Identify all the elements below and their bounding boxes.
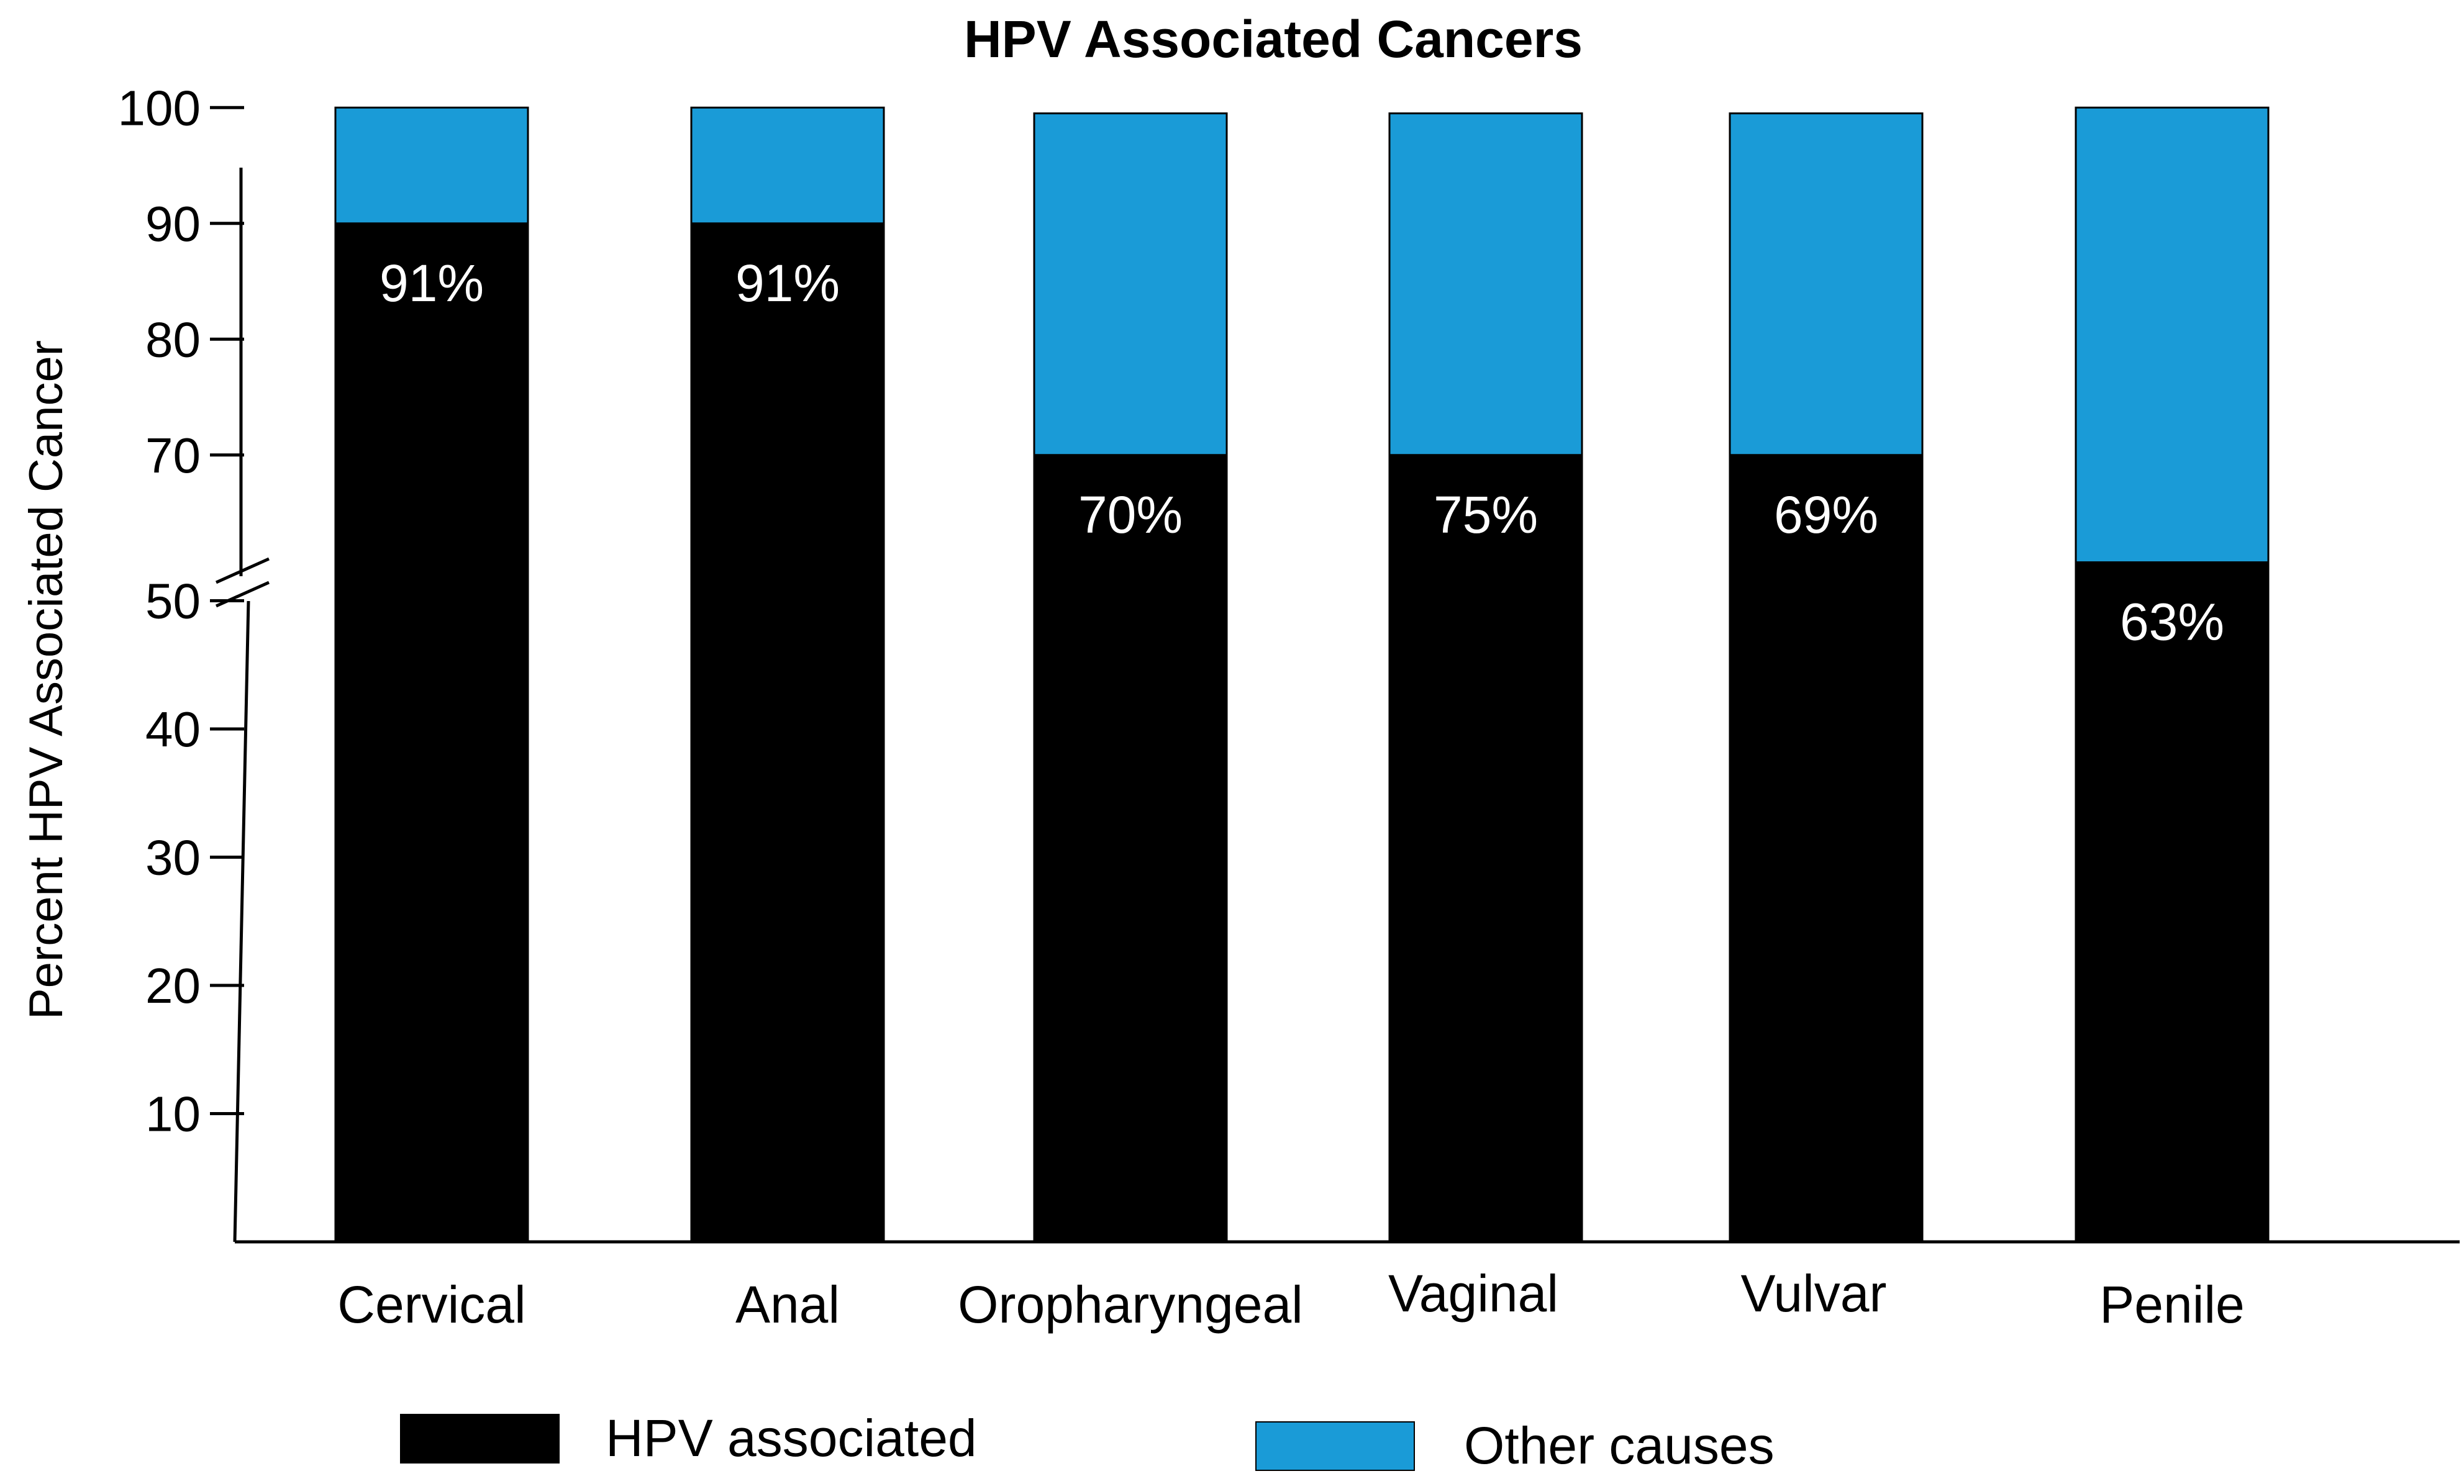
category-label-penile: Penile <box>2099 1275 2245 1334</box>
y-tick-label-80: 80 <box>145 312 201 367</box>
data-label-vulvar: 69% <box>1774 486 1878 544</box>
y-tick-label-20: 20 <box>145 958 201 1013</box>
y-tick-label-30: 30 <box>145 830 201 885</box>
y-axis-label: Percent HPV Associated Cancer <box>20 340 73 1020</box>
bar-vaginal-hpv-associated <box>1388 454 1583 1243</box>
legend: HPV associated Other causes <box>400 1409 1775 1475</box>
category-label-vaginal: Vaginal <box>1388 1264 1558 1323</box>
chart-title: HPV Associated Cancers <box>964 10 1583 68</box>
bar-anal-hpv-associated <box>690 222 885 1243</box>
y-tick-label-100: 100 <box>118 80 201 135</box>
y-tick-label-70: 70 <box>145 428 201 483</box>
legend-label-hpv-associated: HPV associated <box>606 1409 977 1467</box>
legend-label-other-causes: Other causes <box>1464 1416 1775 1475</box>
bar-oropharyngeal-hpv-associated <box>1033 454 1228 1243</box>
category-label-vulvar: Vulvar <box>1741 1264 1887 1323</box>
y-axis-line-lower <box>233 600 250 1242</box>
bar-penile-other-causes <box>2075 106 2270 564</box>
data-label-anal: 91% <box>735 254 840 312</box>
data-label-penile: 63% <box>2120 593 2224 651</box>
data-label-vaginal: 75% <box>1434 486 1538 544</box>
bar-oropharyngeal-other-causes <box>1033 112 1228 456</box>
axis-break-mark-1 <box>215 557 270 584</box>
category-label-cervical: Cervical <box>337 1275 525 1334</box>
y-tick-label-50: 50 <box>145 574 201 629</box>
y-tick-label-40: 40 <box>145 702 201 757</box>
y-tick-label-90: 90 <box>145 196 201 251</box>
axes-group: 10 20 30 40 50 70 80 90 100 <box>118 80 2460 1244</box>
bar-cervical-hpv-associated <box>334 222 529 1243</box>
bar-vaginal-other-causes <box>1388 112 1583 456</box>
category-label-anal: Anal <box>735 1275 840 1334</box>
data-label-oropharyngeal: 70% <box>1078 486 1183 544</box>
bar-cervical-other-causes <box>334 106 529 225</box>
bar-vulvar-other-causes <box>1729 112 1924 456</box>
data-label-cervical: 91% <box>380 254 484 312</box>
axis-break-mark-2 <box>215 581 270 608</box>
bar-penile-hpv-associated <box>2075 561 2270 1243</box>
bar-vulvar-hpv-associated <box>1729 454 1924 1243</box>
legend-swatch-other-causes <box>1255 1421 1415 1471</box>
bar-anal-other-causes <box>690 106 885 225</box>
category-label-oropharyngeal: Oropharyngeal <box>958 1275 1303 1334</box>
y-tick-label-10: 10 <box>145 1087 201 1142</box>
legend-swatch-hpv-associated <box>400 1414 560 1464</box>
bars-group: 91% Cervical 91% Anal 70% Oropharyngeal 75% Vag… <box>334 106 2270 1334</box>
